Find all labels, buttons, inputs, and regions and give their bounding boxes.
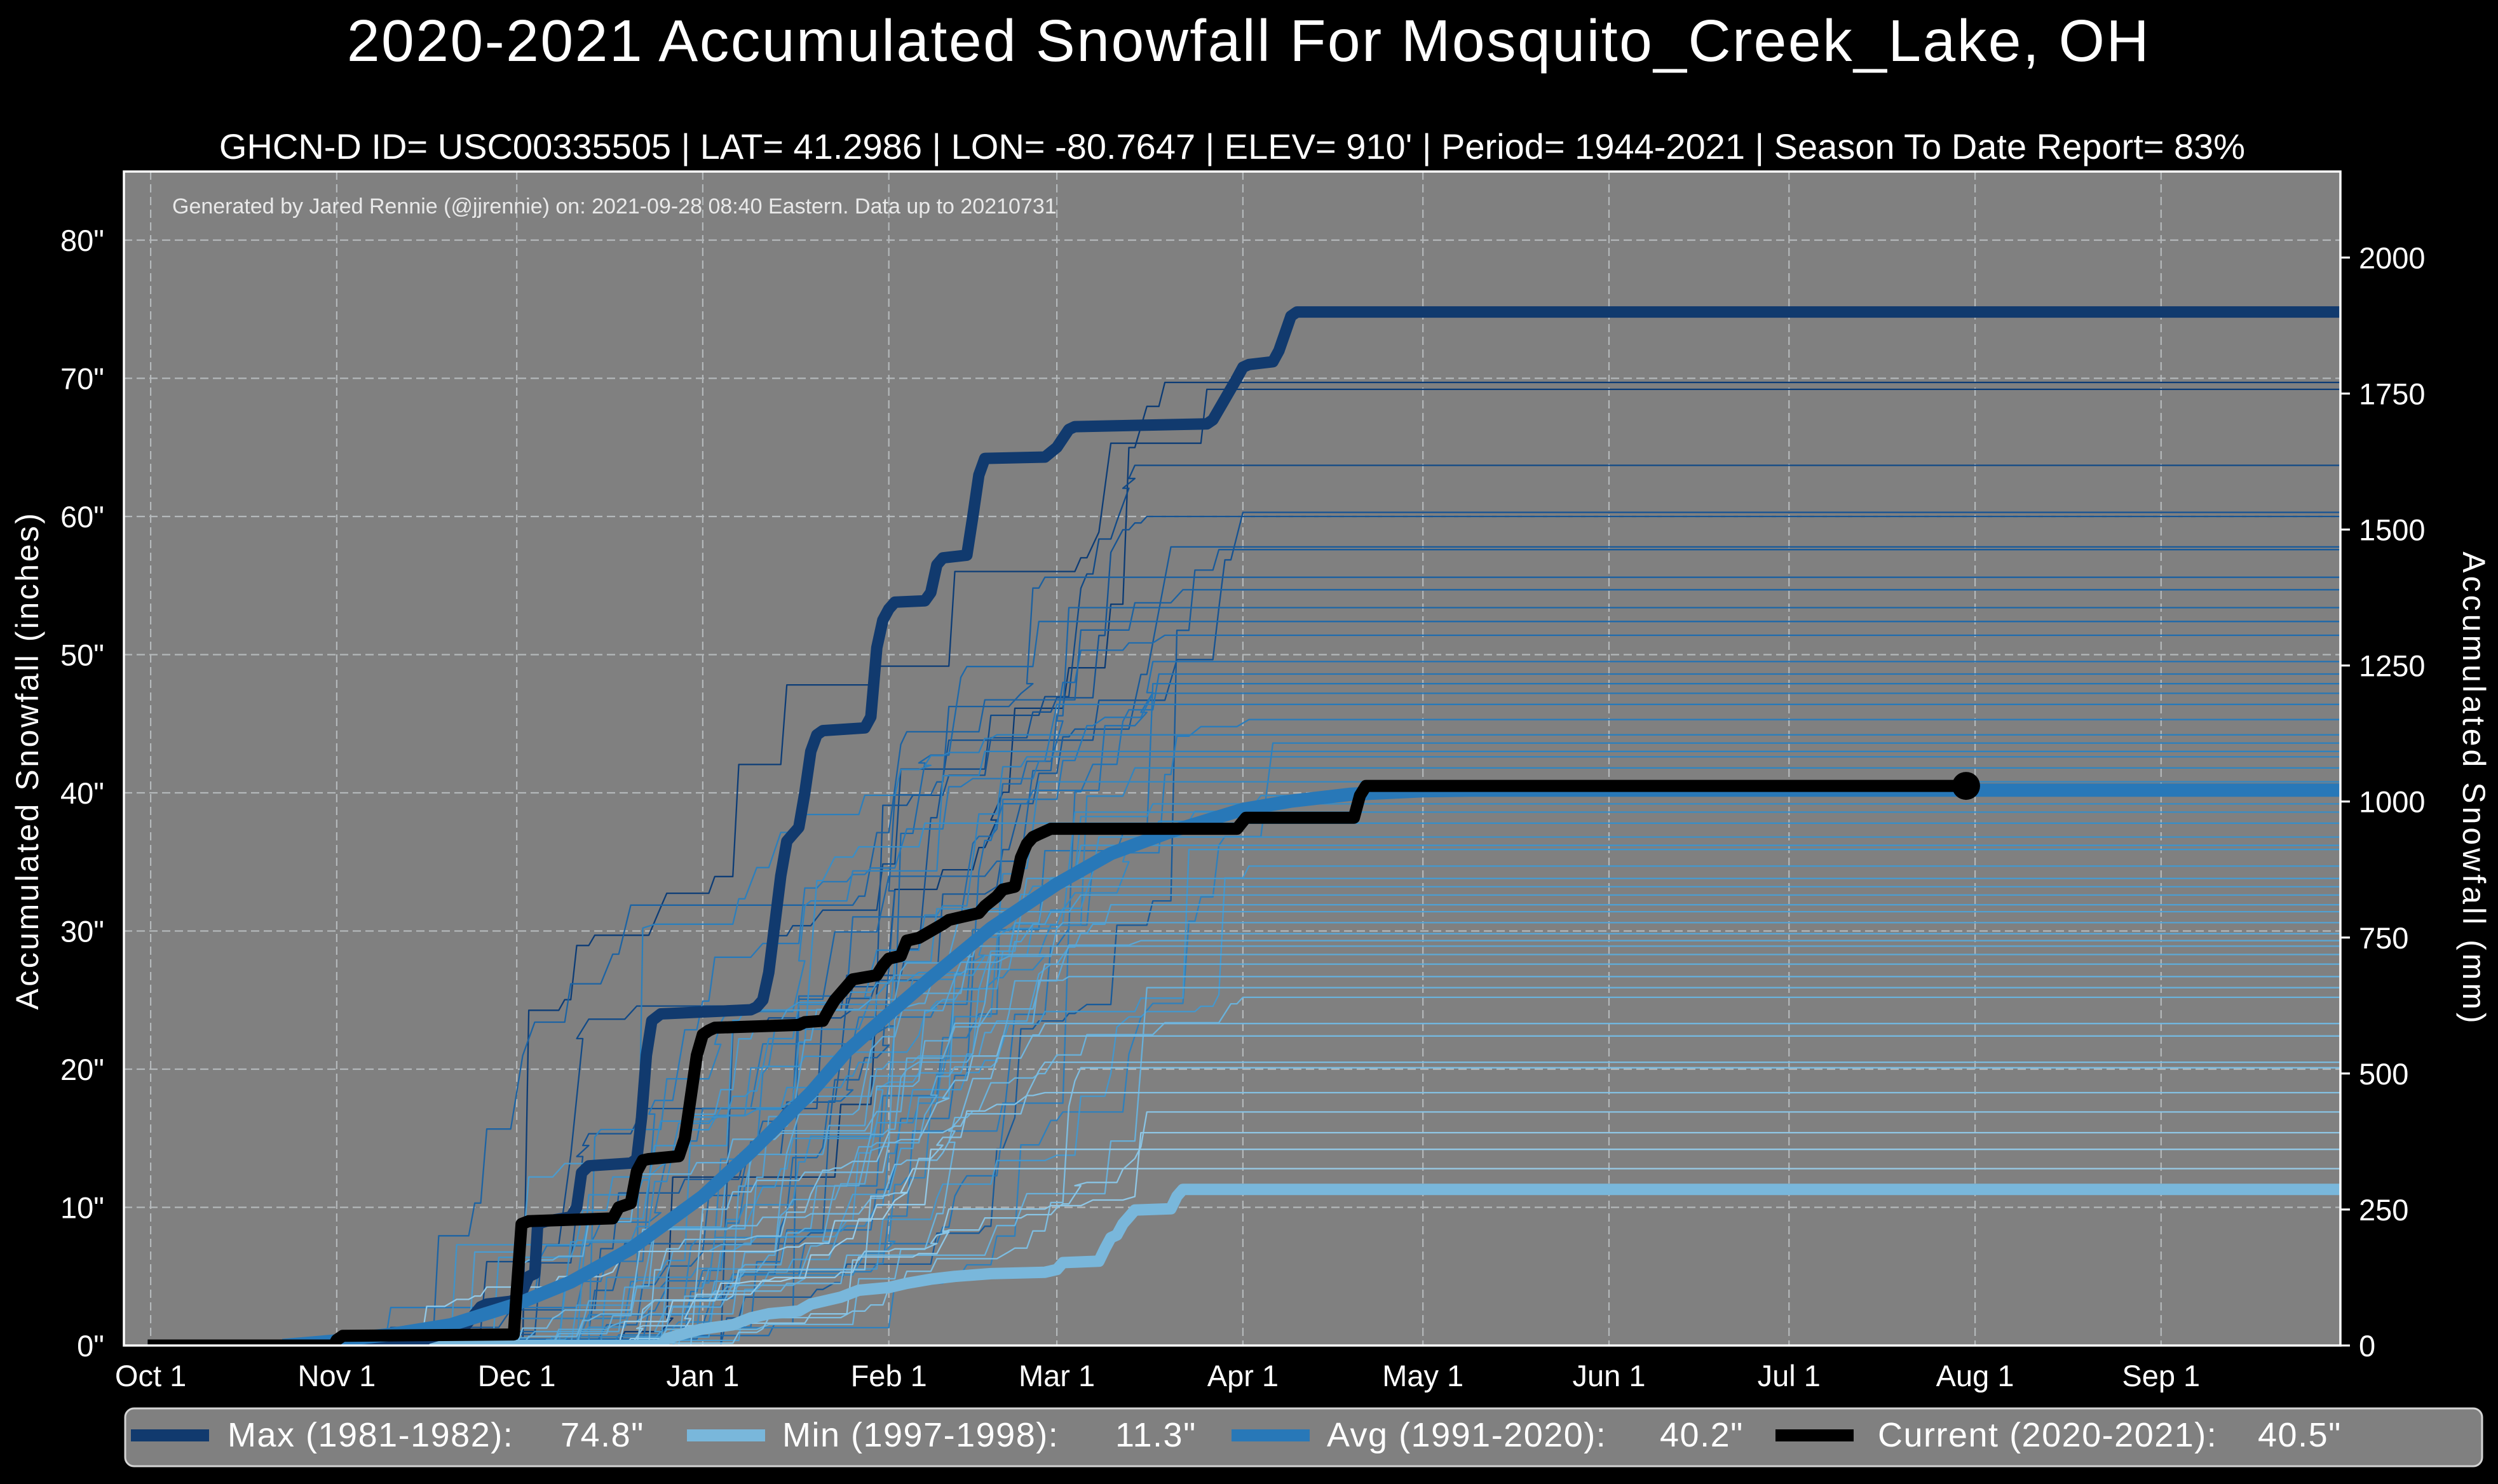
- svg-text:Feb 1: Feb 1: [851, 1359, 927, 1393]
- svg-text:30": 30": [60, 915, 104, 948]
- svg-text:80": 80": [60, 224, 104, 257]
- svg-text:Nov 1: Nov 1: [298, 1359, 376, 1393]
- svg-text:Jan 1: Jan 1: [666, 1359, 739, 1393]
- svg-text:1000: 1000: [2359, 785, 2426, 819]
- svg-text:10": 10": [60, 1191, 104, 1225]
- svg-text:1500: 1500: [2359, 513, 2426, 547]
- svg-text:0": 0": [77, 1329, 104, 1363]
- svg-text:70": 70": [60, 362, 104, 396]
- svg-text:Max (1981-1982):: Max (1981-1982):: [227, 1416, 513, 1454]
- svg-text:Jul 1: Jul 1: [1758, 1359, 1821, 1393]
- svg-text:11.3": 11.3": [1115, 1416, 1197, 1454]
- svg-text:20": 20": [60, 1053, 104, 1086]
- svg-text:Min (1997-1998):: Min (1997-1998):: [782, 1416, 1059, 1454]
- svg-text:50": 50": [60, 638, 104, 672]
- svg-text:Sep 1: Sep 1: [2122, 1359, 2200, 1393]
- svg-text:Avg (1991-2020):: Avg (1991-2020):: [1327, 1416, 1606, 1454]
- svg-text:GHCN-D ID= USC00335505 | LAT=: GHCN-D ID= USC00335505 | LAT= 41.2986 | …: [219, 126, 2245, 166]
- svg-text:250: 250: [2359, 1193, 2408, 1227]
- svg-text:2000: 2000: [2359, 241, 2426, 274]
- svg-text:1250: 1250: [2359, 649, 2426, 683]
- svg-text:750: 750: [2359, 921, 2408, 955]
- svg-text:Generated by Jared Rennie (@jj: Generated by Jared Rennie (@jjrennie) on…: [172, 194, 1057, 219]
- svg-text:Dec 1: Dec 1: [478, 1359, 556, 1393]
- svg-text:40": 40": [60, 776, 104, 810]
- svg-text:Current (2020-2021):: Current (2020-2021):: [1878, 1416, 2217, 1454]
- svg-text:2020-2021 Accumulated Snowfall: 2020-2021 Accumulated Snowfall For Mosqu…: [347, 8, 2150, 74]
- svg-text:Aug 1: Aug 1: [1936, 1359, 2014, 1393]
- svg-text:Oct 1: Oct 1: [115, 1359, 186, 1393]
- svg-text:60": 60": [60, 500, 104, 534]
- svg-text:74.8": 74.8": [560, 1416, 644, 1454]
- svg-text:40.5": 40.5": [2258, 1416, 2342, 1454]
- svg-text:Apr 1: Apr 1: [1207, 1359, 1279, 1393]
- svg-text:Jun 1: Jun 1: [1573, 1359, 1646, 1393]
- svg-text:May 1: May 1: [1382, 1359, 1463, 1393]
- svg-text:1750: 1750: [2359, 377, 2426, 411]
- svg-text:500: 500: [2359, 1057, 2408, 1091]
- svg-text:Mar 1: Mar 1: [1019, 1359, 1095, 1393]
- svg-text:0: 0: [2359, 1329, 2375, 1363]
- svg-text:Accumulated Snowfall (inches): Accumulated Snowfall (inches): [10, 511, 45, 1009]
- svg-text:40.2": 40.2": [1660, 1416, 1744, 1454]
- svg-text:Accumulated Snowfall (mm): Accumulated Snowfall (mm): [2456, 551, 2492, 1026]
